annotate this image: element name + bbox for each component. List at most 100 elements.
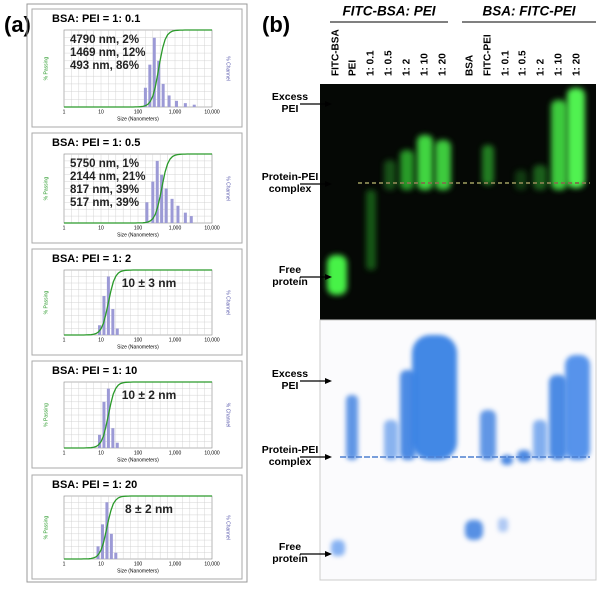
histogram-bar: [102, 296, 106, 335]
plot-title: BSA: PEI = 1: 0.1: [52, 13, 140, 25]
lane-label: 1: 0.1: [366, 50, 377, 76]
histogram-bar: [155, 160, 159, 223]
histogram-bar: [98, 434, 102, 448]
x-tick-label: 1: [63, 561, 66, 567]
lane-label: BSA: [465, 55, 476, 76]
gel-band: [567, 88, 585, 188]
side-label: PEI: [282, 103, 299, 115]
x-tick-label: 1,000: [169, 561, 182, 567]
right-axis-label: % Channel: [225, 290, 231, 314]
gel-band: [498, 518, 508, 532]
size-annotation: 10 ± 3 nm: [122, 276, 177, 290]
x-tick-label: 10: [98, 450, 104, 456]
x-tick-label: 1,000: [169, 225, 182, 231]
histogram-bar: [161, 83, 165, 107]
side-label: Protein-PEI: [262, 171, 319, 183]
gel-band: [366, 190, 376, 270]
x-tick-label: 10,000: [204, 109, 220, 115]
gel-band: [417, 135, 433, 190]
gel-band: [549, 375, 567, 460]
x-tick-label: 1,000: [169, 450, 182, 456]
left-axis-label: % Passing: [43, 290, 49, 314]
gel-band: [551, 100, 567, 190]
lane-label: 1: 2: [402, 58, 413, 76]
size-annotation: 2144 nm, 21%: [70, 171, 145, 183]
histogram-bar: [145, 202, 149, 223]
left-axis-label: % Passing: [43, 403, 49, 427]
histogram-bar: [151, 181, 155, 223]
side-label: Free: [279, 264, 301, 276]
cumulative-curve: [64, 381, 212, 449]
left-axis-label: % Passing: [43, 176, 49, 200]
lane-label: 1: 10: [554, 53, 565, 76]
size-annotation: 517 nm, 39%: [70, 197, 139, 209]
side-label: complex: [269, 456, 312, 468]
histogram-bar: [96, 546, 100, 559]
left-axis-label: % Passing: [43, 515, 49, 539]
size-annotation: 493 nm, 86%: [70, 60, 139, 72]
x-tick-label: 1: [63, 337, 66, 343]
histogram-bar: [143, 87, 147, 107]
gel-band: [435, 140, 451, 190]
x-tick-label: 10,000: [204, 225, 220, 231]
side-label: PEI: [282, 380, 299, 392]
panel-a-frame: [26, 3, 248, 583]
histogram-bar: [152, 37, 156, 108]
x-tick-label: 1: [63, 225, 66, 231]
histogram-bar: [114, 552, 118, 559]
gel-band: [384, 160, 396, 190]
arrow-head: [325, 274, 332, 280]
gel-band: [482, 145, 494, 185]
histogram-bar: [102, 401, 106, 448]
size-annotation: 5750 nm, 1%: [70, 158, 139, 170]
histogram-bar: [174, 100, 178, 107]
histogram-bar: [105, 502, 109, 559]
x-tick-label: 10: [98, 109, 104, 115]
right-axis-label: % Channel: [225, 515, 231, 539]
x-tick-label: 1,000: [169, 109, 182, 115]
x-axis-label: Size (Nanometers): [117, 232, 159, 238]
gel-band: [331, 540, 345, 556]
side-label: Excess: [272, 91, 308, 103]
gel-band: [480, 410, 496, 460]
plot-title: BSA: PEI = 1: 0.5: [52, 137, 140, 149]
gel-bands: [327, 88, 590, 556]
gel-band: [327, 255, 347, 295]
histogram-bar: [160, 174, 164, 223]
arrow-head: [325, 551, 332, 557]
side-label: protein: [272, 553, 308, 565]
histogram-bar: [100, 524, 104, 559]
arrow-head: [325, 454, 332, 460]
side-label: protein: [272, 276, 308, 288]
size-annotation: 8 ± 2 nm: [125, 502, 173, 516]
plot-title: BSA: PEI = 1: 10: [52, 365, 137, 377]
x-axis-label: Size (Nanometers): [117, 116, 159, 122]
x-tick-label: 10,000: [204, 450, 220, 456]
arrow-head: [325, 101, 332, 107]
cumulative-curve: [64, 153, 212, 224]
group-header: BSA: FITC-PEI: [483, 4, 576, 19]
group-header: FITC-BSA: PEI: [343, 4, 436, 19]
histogram-bar: [167, 95, 171, 107]
histogram-bar: [111, 428, 115, 448]
x-tick-label: 10,000: [204, 561, 220, 567]
cumulative-curve: [64, 29, 212, 108]
lane-label: 1: 0.5: [384, 50, 395, 76]
gel-band: [533, 165, 547, 190]
x-tick-label: 10: [98, 337, 104, 343]
gel-band: [384, 420, 398, 460]
side-label: Excess: [272, 368, 308, 380]
histogram-bar: [111, 309, 115, 335]
arrow-head: [325, 181, 332, 187]
lane-label: 1: 20: [438, 53, 449, 76]
side-label: complex: [269, 183, 312, 195]
x-axis-label: Size (Nanometers): [117, 568, 159, 574]
side-label: Free: [279, 541, 301, 553]
x-axis-label: Size (Nanometers): [117, 457, 159, 463]
right-axis-label: % Channel: [225, 176, 231, 200]
lane-label: 1: 10: [420, 53, 431, 76]
lane-label: 1: 0.5: [518, 50, 529, 76]
size-annotation: 817 nm, 39%: [70, 184, 139, 196]
lane-label: 1: 0.1: [501, 50, 512, 76]
